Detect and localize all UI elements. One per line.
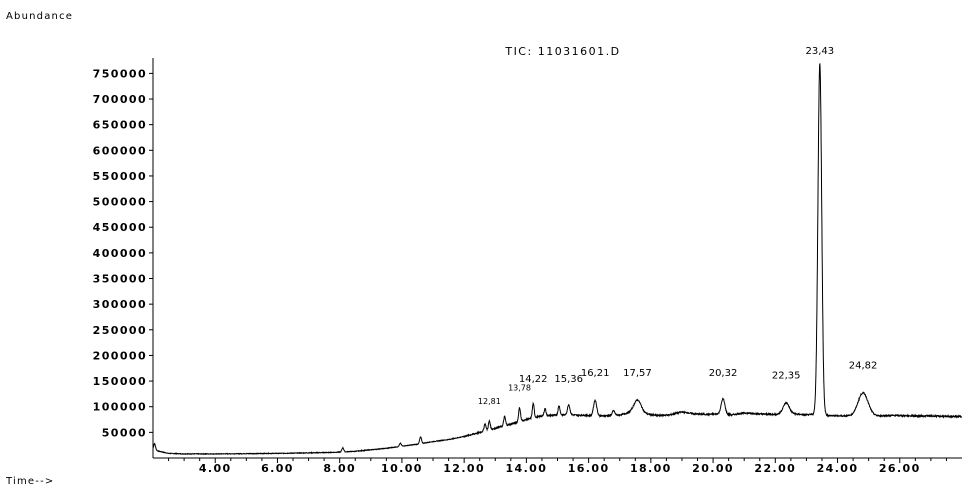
peak-label: 13,78	[508, 383, 531, 392]
x-tick-label: 20.00	[692, 462, 734, 475]
y-tick-label: 600000	[93, 144, 147, 157]
y-tick-label: 500000	[93, 196, 147, 209]
peak-label: 17,57	[623, 368, 652, 379]
y-tick-label: 150000	[93, 375, 147, 388]
x-axis-label: Time-->	[5, 476, 54, 486]
y-tick-label: 200000	[93, 349, 147, 362]
x-tick-label: 22.00	[754, 462, 796, 475]
y-axis-ticks: 50000 100000 150000 200000 250000 300000 35000…	[93, 67, 153, 439]
x-tick-label: 12.00	[443, 462, 485, 475]
peak-label: 15,36	[554, 374, 583, 385]
x-tick-label: 8.00	[323, 462, 356, 475]
peak-label: 14,22	[519, 374, 548, 385]
y-axis-label: Abundance	[6, 11, 73, 22]
y-tick-label: 450000	[93, 221, 147, 234]
y-tick-label: 700000	[93, 93, 147, 106]
peak-label: 12,81	[478, 397, 501, 406]
tic-trace-line	[152, 63, 962, 456]
y-tick-label: 400000	[93, 247, 147, 260]
peak-label: 24,82	[849, 360, 878, 371]
x-tick-label: 24.00	[817, 462, 859, 475]
x-tick-label: 14.00	[505, 462, 547, 475]
y-tick-label: 650000	[93, 119, 147, 132]
peak-label: 22,35	[772, 371, 801, 382]
peak-label: 23,43	[805, 46, 834, 57]
y-tick-label: 300000	[93, 298, 147, 311]
x-tick-label: 6.00	[261, 462, 294, 475]
y-tick-label: 100000	[93, 401, 147, 414]
peak-label: 20,32	[709, 368, 738, 379]
y-tick-label: 750000	[93, 67, 147, 80]
chart-title: TIC: 11031601.D	[504, 45, 620, 58]
x-axis-ticks: 4.00 6.00 8.00 10.00 12.00 14.00 16.00 18.00 20.…	[168, 458, 947, 475]
y-tick-label: 50000	[102, 426, 147, 439]
x-tick-label: 26.00	[879, 462, 921, 475]
x-tick-label: 16.00	[568, 462, 610, 475]
x-tick-label: 18.00	[630, 462, 672, 475]
y-tick-label: 550000	[93, 170, 147, 183]
x-tick-label: 4.00	[199, 462, 232, 475]
y-tick-label: 250000	[93, 324, 147, 337]
peak-label: 16,21	[581, 368, 610, 379]
x-tick-label: 10.00	[381, 462, 423, 475]
y-tick-label: 350000	[93, 273, 147, 286]
